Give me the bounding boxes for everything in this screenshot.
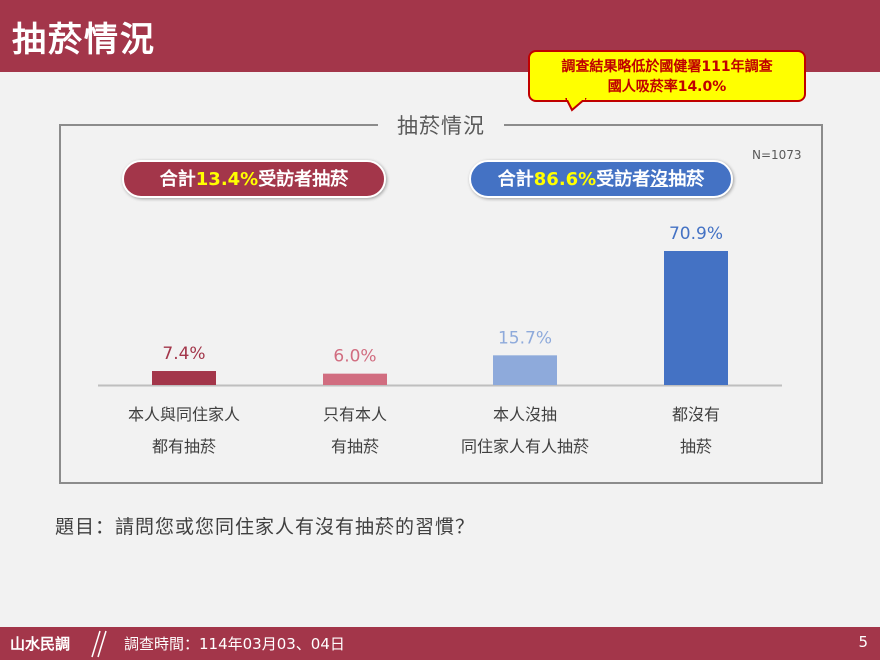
sample-size-label: N=1073 bbox=[752, 148, 802, 162]
non-smokers-suffix-a: 受訪者 bbox=[596, 169, 651, 190]
chart-title: 抽菸情況 bbox=[378, 110, 504, 138]
category-label-4: 都沒有 抽菸 bbox=[606, 399, 786, 463]
non-smokers-suffix-c: 抽菸 bbox=[668, 169, 705, 190]
smokers-total-pill: 合計13.4%受訪者抽菸 bbox=[122, 160, 386, 198]
callout-line-1: 調查結果略低於國健署111年調查 bbox=[561, 59, 773, 75]
smokers-prefix: 合計 bbox=[159, 169, 196, 190]
non-smokers-value: 86.6% bbox=[533, 169, 597, 190]
category-label-1-line-1: 本人與同住家人 bbox=[127, 405, 240, 424]
category-label-4-line-2: 抽菸 bbox=[679, 437, 712, 456]
category-label-2-line-1: 只有本人 bbox=[322, 405, 387, 424]
callout-line-2: 國人吸菸率14.0% bbox=[607, 79, 727, 95]
category-label-3-line-2: 同住家人有人抽菸 bbox=[460, 437, 589, 456]
data-label-2: 6.0% bbox=[333, 347, 376, 367]
non-smokers-suffix-b: 沒 bbox=[650, 169, 669, 190]
bar-4 bbox=[664, 251, 728, 385]
smokers-suffix: 受訪者抽菸 bbox=[258, 169, 349, 190]
callout-box: 調查結果略低於國健署111年調查 國人吸菸率14.0% bbox=[528, 50, 806, 102]
footer-separator-icon bbox=[91, 630, 107, 658]
category-label-3: 本人沒抽同住家人有人抽菸 bbox=[435, 399, 615, 463]
bar-2 bbox=[323, 373, 387, 385]
data-label-3: 15.7% bbox=[498, 328, 552, 348]
non-smokers-total-pill: 合計86.6%受訪者沒抽菸 bbox=[469, 160, 733, 198]
data-label-4: 70.9% bbox=[669, 224, 723, 244]
callout-tail bbox=[565, 98, 587, 112]
bar-3 bbox=[493, 355, 557, 385]
page-number: 5 bbox=[858, 633, 868, 651]
non-smokers-prefix: 合計 bbox=[497, 169, 534, 190]
data-label-1: 7.4% bbox=[162, 344, 205, 364]
category-label-4-line-1: 都沒有 bbox=[671, 405, 720, 424]
header-bar: 抽菸情況 bbox=[0, 0, 880, 72]
smokers-value: 13.4% bbox=[195, 169, 259, 190]
footer-bar: 山水民調 調查時間：114年03月03、04日 5 bbox=[0, 627, 880, 660]
category-label-2-line-2: 有抽菸 bbox=[330, 437, 379, 456]
category-label-3-line-1: 本人沒抽 bbox=[492, 405, 557, 424]
page-title: 抽菸情況 bbox=[12, 20, 156, 60]
survey-question: 題目：請問您或您同住家人有沒有抽菸的習慣？ bbox=[55, 516, 476, 538]
category-label-1-line-2: 都有抽菸 bbox=[151, 437, 216, 456]
footer-org: 山水民調 bbox=[10, 635, 71, 653]
category-label-1: 本人與同住家人 都有抽菸 bbox=[94, 399, 274, 463]
footer-survey-date: 調查時間：114年03月03、04日 bbox=[124, 635, 345, 653]
category-label-2: 只有本人 有抽菸 bbox=[265, 399, 445, 463]
bar-1 bbox=[152, 371, 216, 385]
